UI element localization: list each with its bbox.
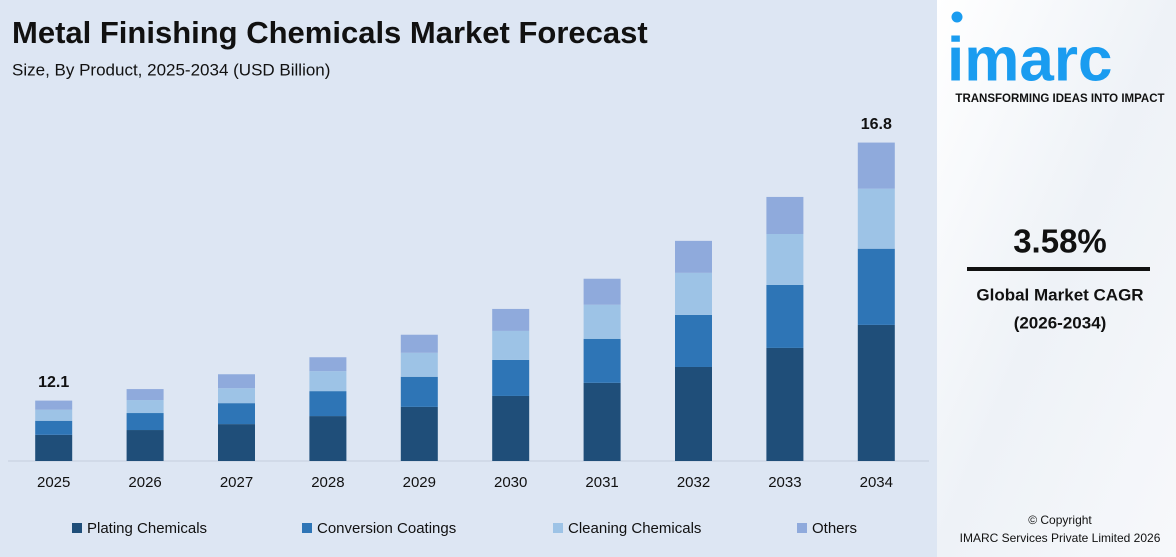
legend-swatch (302, 523, 312, 533)
copyright: © Copyright (1028, 513, 1092, 527)
bar-segment (309, 416, 347, 461)
legend-label: Conversion Coatings (317, 520, 456, 537)
x-tick-label: 2029 (403, 474, 436, 491)
bar-segment (766, 234, 804, 285)
bar-segment (309, 357, 347, 372)
bar-segment (766, 284, 804, 348)
tagline: TRANSFORMING IDEAS INTO IMPACT (955, 93, 1164, 105)
x-tick-label: 2030 (494, 474, 527, 491)
bar-segment (492, 395, 530, 461)
bar-segment (583, 304, 621, 339)
x-tick-label: 2028 (311, 474, 344, 491)
bar-segment (218, 388, 255, 404)
legend-swatch (553, 523, 563, 533)
side-panel (937, 0, 1176, 557)
bar-segment (492, 359, 530, 396)
bar-segment (218, 403, 255, 425)
cagr-value: 3.58% (1013, 223, 1107, 260)
x-tick-label: 2032 (677, 474, 710, 491)
bar-segment (766, 196, 804, 235)
bar-segment (583, 382, 621, 461)
bar-segment (400, 352, 438, 377)
bar-segment (857, 142, 895, 189)
chart-subtitle: Size, By Product, 2025-2034 (USD Billion… (12, 60, 330, 79)
total-label: 12.1 (38, 374, 69, 391)
x-tick-label: 2033 (768, 474, 801, 491)
bar-segment (675, 240, 712, 273)
total-label: 16.8 (861, 116, 892, 133)
bar-segment (857, 188, 895, 249)
logo: imarc (947, 25, 1112, 94)
bar-segment (400, 406, 438, 461)
bar-segment (218, 374, 255, 389)
bar-segment (309, 371, 347, 392)
legend-label: Others (812, 520, 857, 537)
bar-segment (35, 409, 73, 421)
chart-title: Metal Finishing Chemicals Market Forecas… (12, 15, 648, 50)
bar-segment (857, 324, 895, 461)
bar-segment (583, 278, 621, 305)
x-tick-label: 2025 (37, 474, 70, 491)
bar-segment (675, 314, 712, 367)
bar-segment (857, 248, 895, 325)
bar-segment (126, 400, 164, 414)
bar-segment (218, 424, 255, 461)
bar-segment (309, 391, 347, 417)
legend-label: Plating Chemicals (87, 520, 207, 537)
x-tick-label: 2027 (220, 474, 253, 491)
bar-segment (400, 334, 438, 353)
bar-segment (35, 434, 73, 461)
x-tick-label: 2031 (585, 474, 618, 491)
bar-segment (766, 347, 804, 461)
bar-segment (492, 330, 530, 360)
cagr-period: (2026-2034) (1014, 313, 1107, 332)
bar-segment (400, 376, 438, 407)
bar-segment (35, 400, 73, 410)
bar-segment (675, 272, 712, 315)
legend-swatch (72, 523, 82, 533)
logo-dot (951, 11, 963, 23)
cagr-label: Global Market CAGR (976, 285, 1143, 304)
bar-segment (583, 338, 621, 383)
x-tick-label: 2034 (860, 474, 893, 491)
company: IMARC Services Private Limited 2026 (960, 531, 1161, 545)
bar-segment (35, 420, 73, 435)
bar-segment (126, 430, 164, 461)
bar-segment (126, 413, 164, 431)
bar-segment (126, 389, 164, 401)
x-tick-label: 2026 (128, 474, 161, 491)
bar-segment (492, 308, 530, 331)
bar-segment (675, 366, 712, 461)
legend-swatch (797, 523, 807, 533)
legend-label: Cleaning Chemicals (568, 520, 701, 537)
